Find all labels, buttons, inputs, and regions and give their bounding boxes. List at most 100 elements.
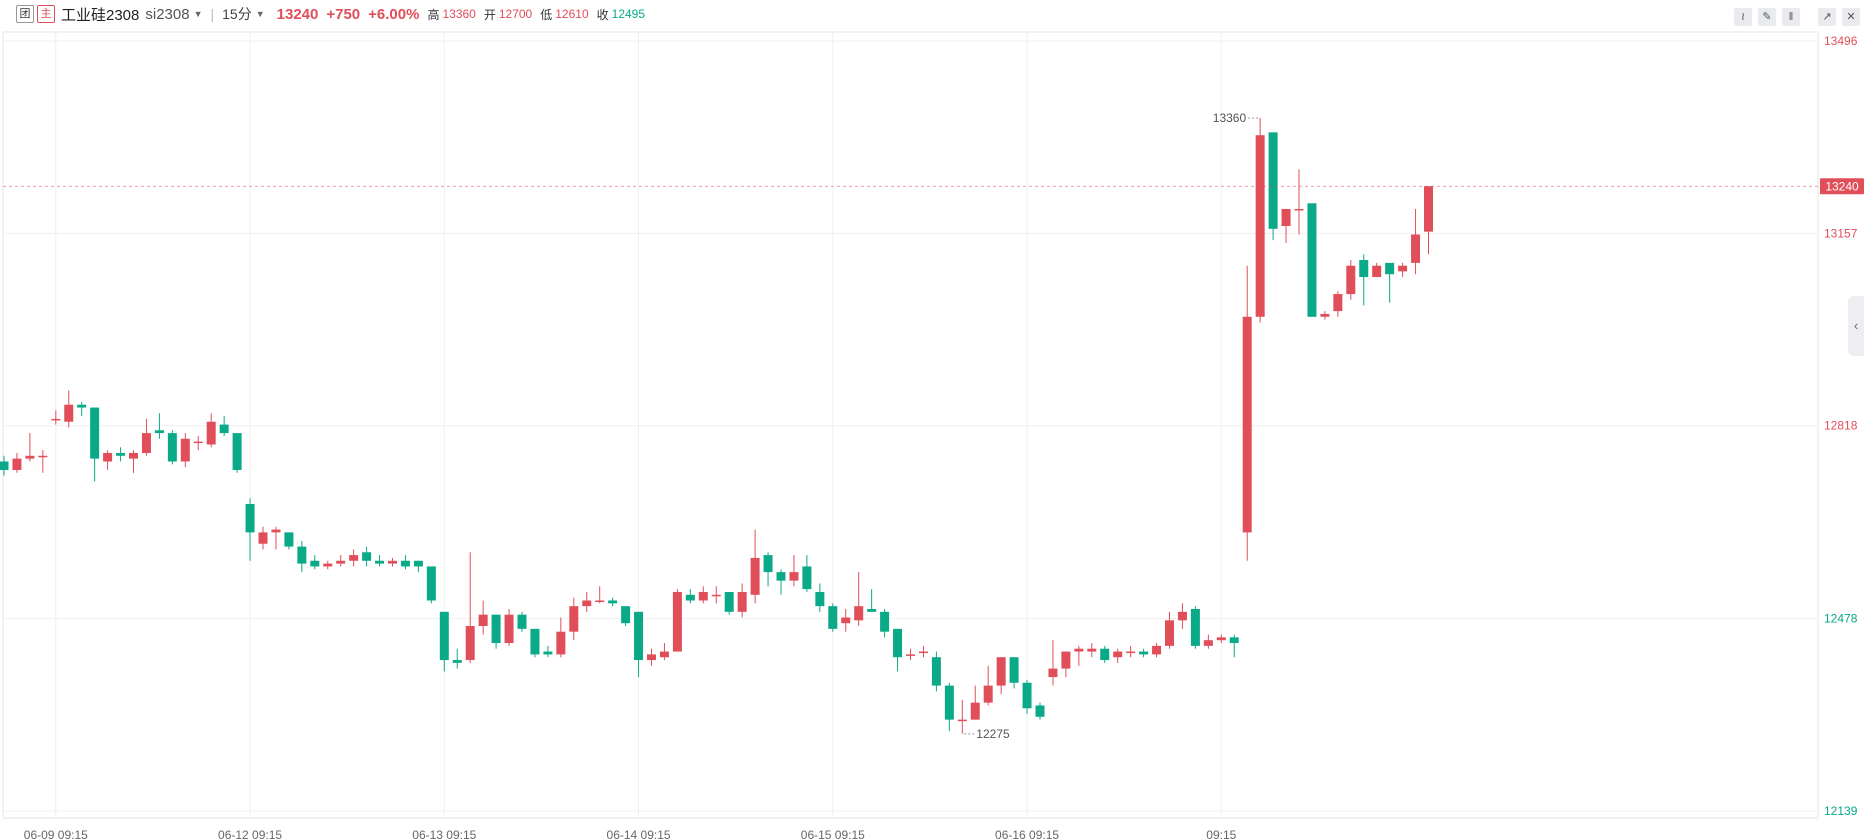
- candle-body: [1035, 705, 1045, 717]
- candle-body: [815, 591, 825, 607]
- candle-body: [1268, 132, 1278, 229]
- candle-body: [970, 702, 980, 720]
- last-price-tag: [1820, 178, 1864, 195]
- candle-body: [880, 611, 890, 632]
- main-contract-button[interactable]: 主: [37, 5, 55, 23]
- candle-body: [167, 433, 177, 462]
- window-controls: ↗ ✕: [1812, 8, 1860, 26]
- candle-body: [659, 651, 669, 658]
- candle-body: [750, 557, 760, 595]
- candle-body: [724, 591, 734, 612]
- candle-body: [439, 611, 449, 661]
- candle-body: [595, 600, 605, 602]
- close-label: 收: [596, 7, 609, 22]
- price-change: +750: [326, 5, 361, 23]
- candle-body: [556, 631, 566, 655]
- candle-body: [12, 458, 22, 470]
- line-tool-icon[interactable]: ≀: [1734, 8, 1752, 26]
- candle-body: [1190, 608, 1200, 646]
- candle-body: [1307, 203, 1317, 317]
- candle-body: [634, 611, 644, 661]
- chevron-down-icon[interactable]: ▼: [255, 9, 265, 19]
- low-annotation: 12275: [976, 727, 1010, 741]
- x-tick-label: 06-09 09:15: [24, 828, 88, 840]
- candle-body: [621, 606, 631, 624]
- candle-body: [1022, 682, 1032, 709]
- y-tick-label: 13496: [1824, 34, 1858, 48]
- instrument-code[interactable]: si2308: [145, 5, 190, 23]
- toolbar: ≀ ✎ ‖: [1728, 8, 1800, 26]
- price-change-percent: +6.00%: [368, 5, 420, 23]
- candle-body: [64, 404, 74, 422]
- candle-body: [1255, 135, 1265, 317]
- candle-body: [737, 591, 747, 612]
- candle-body: [349, 555, 359, 561]
- x-tick-label: 09:15: [1206, 828, 1236, 840]
- x-tick-label: 06-16 09:15: [995, 828, 1059, 840]
- candle-body: [1411, 234, 1421, 263]
- candle-body: [1346, 265, 1356, 295]
- candle-body: [297, 546, 307, 564]
- candle-body: [1398, 265, 1408, 272]
- candle-body: [776, 572, 786, 581]
- candle-body: [154, 430, 164, 434]
- candle-body: [1320, 313, 1330, 317]
- close-icon[interactable]: ✕: [1842, 8, 1860, 26]
- last-price: 13240: [276, 5, 319, 23]
- candle-body: [400, 560, 410, 567]
- group-button[interactable]: 团: [16, 5, 34, 23]
- candle-body: [1359, 260, 1369, 278]
- candle-body: [1048, 668, 1058, 678]
- candle-type-icon[interactable]: ‖: [1782, 8, 1800, 26]
- candle-body: [284, 532, 294, 547]
- candle-body: [1126, 651, 1136, 654]
- collapse-icon[interactable]: ↗: [1818, 8, 1836, 26]
- candle-body: [388, 560, 397, 564]
- candle-body: [38, 455, 48, 458]
- candle-body: [232, 433, 242, 470]
- candle-body: [193, 441, 203, 444]
- candle-body: [1281, 208, 1291, 226]
- candle-body: [258, 532, 268, 544]
- candle-body: [854, 606, 864, 621]
- candle-body: [504, 614, 514, 644]
- candle-body: [219, 424, 229, 434]
- high-label: 高: [427, 7, 440, 22]
- period-selector[interactable]: 15分: [222, 6, 252, 22]
- candle-body: [465, 626, 475, 661]
- candle-body: [1009, 657, 1019, 683]
- candle-body: [918, 651, 928, 654]
- candle-body: [647, 654, 656, 661]
- candle-body: [569, 606, 579, 632]
- candle-body: [25, 455, 35, 459]
- candlestick-chart[interactable]: 13496 13157 12818 12478 12139 06-09 09:15 06-1…: [0, 28, 1864, 840]
- x-tick-label: 06-12 09:15: [218, 828, 282, 840]
- instrument-title: 工业硅2308: [61, 6, 140, 24]
- low-label: 低: [540, 7, 553, 22]
- candle-body: [426, 566, 436, 601]
- candle-body: [1242, 316, 1252, 533]
- candle-body: [893, 628, 903, 658]
- candle-body: [1424, 186, 1433, 232]
- candle-body: [1372, 265, 1382, 278]
- x-tick-label: 06-15 09:15: [801, 828, 865, 840]
- candle-body: [206, 421, 216, 445]
- candle-body: [413, 560, 423, 567]
- candle-body: [0, 461, 9, 470]
- candle-body: [1216, 637, 1226, 641]
- draw-tool-icon[interactable]: ✎: [1758, 8, 1776, 26]
- candle-body: [77, 404, 87, 408]
- candle-body: [906, 654, 915, 656]
- close-value: 12495: [611, 7, 646, 21]
- side-panel-toggle[interactable]: ‹: [1848, 296, 1864, 356]
- candle-body: [1113, 651, 1123, 658]
- candle-body: [1294, 208, 1304, 211]
- chevron-down-icon[interactable]: ▼: [193, 9, 203, 19]
- candle-body: [1333, 294, 1343, 312]
- plot-frame: [2, 31, 1819, 819]
- y-tick-label: 12818: [1824, 419, 1858, 433]
- divider: |: [210, 6, 215, 22]
- candle-body: [1203, 640, 1213, 646]
- candle-body: [957, 719, 967, 722]
- candle-body: [323, 563, 333, 567]
